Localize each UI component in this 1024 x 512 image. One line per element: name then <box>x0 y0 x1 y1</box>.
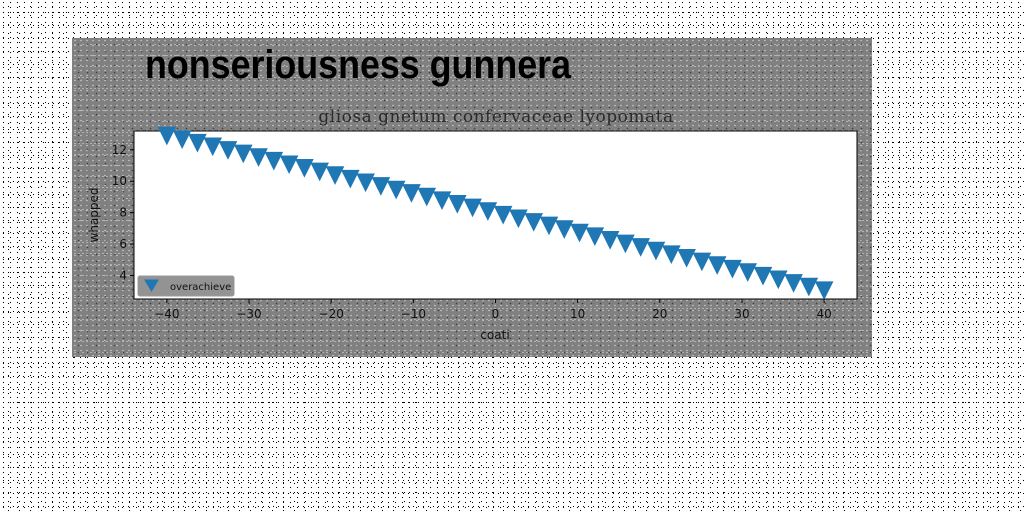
data-point <box>662 245 681 265</box>
y-axis-ticks: 4 6 8 10 12 <box>112 143 134 282</box>
x-tick-label: 20 <box>652 307 667 321</box>
x-tick-label: −10 <box>401 307 426 321</box>
y-tick-label: 12 <box>112 143 127 157</box>
data-point <box>371 177 391 196</box>
data-point <box>478 202 498 221</box>
x-tick-label: 30 <box>734 307 749 321</box>
data-point <box>646 241 666 261</box>
chart-svg: nonseriousness gunnera gliosa gnetum con… <box>87 43 858 342</box>
data-point <box>188 133 207 153</box>
data-point <box>799 277 819 297</box>
data-point <box>325 166 345 185</box>
y-tick-label: 10 <box>112 174 127 188</box>
data-point <box>753 266 773 286</box>
data-point <box>172 130 192 149</box>
x-tick-label: 0 <box>492 307 500 321</box>
data-point <box>707 256 727 275</box>
data-point <box>386 180 406 200</box>
data-point <box>203 137 223 157</box>
x-tick-label: −40 <box>154 307 179 321</box>
data-point <box>738 263 758 282</box>
data-point <box>264 151 284 171</box>
x-tick-label: 40 <box>816 307 831 321</box>
legend-label: overachieve <box>170 282 231 293</box>
data-point <box>600 230 620 250</box>
y-tick-label: 4 <box>119 268 127 282</box>
data-point <box>539 216 559 236</box>
data-point <box>677 249 696 268</box>
figure: nonseriousness gunnera gliosa gnetum con… <box>72 38 872 357</box>
data-point <box>356 173 375 193</box>
data-point <box>447 195 467 214</box>
data-point <box>157 126 177 146</box>
data-point <box>295 159 314 178</box>
y-axis-label: whapped <box>87 187 101 242</box>
legend-box <box>137 275 235 297</box>
data-point <box>402 184 421 203</box>
data-point <box>341 169 360 189</box>
data-point <box>249 148 268 167</box>
data-point <box>631 238 650 257</box>
data-point <box>417 187 437 207</box>
data-point <box>554 220 574 239</box>
data-point <box>570 223 589 243</box>
data-point <box>432 191 452 211</box>
x-axis-ticks: −40 −30 −20 −10 0 10 20 30 40 <box>154 299 832 321</box>
data-point <box>524 213 544 232</box>
x-tick-label: 10 <box>570 307 585 321</box>
data-point <box>233 144 253 164</box>
data-point <box>310 162 329 182</box>
data-point <box>692 252 712 272</box>
plot-area <box>133 130 858 300</box>
legend: overachieve <box>137 275 235 297</box>
data-point <box>784 274 803 293</box>
data-point <box>509 209 528 229</box>
series-markers <box>157 126 834 300</box>
chart-suptitle: nonseriousness gunnera <box>145 43 572 87</box>
data-point <box>616 234 635 254</box>
data-point <box>279 155 299 175</box>
data-point <box>768 270 788 290</box>
y-tick-label: 8 <box>119 206 127 220</box>
data-point <box>814 281 834 300</box>
data-point <box>493 205 513 225</box>
data-point <box>218 141 238 160</box>
data-point <box>585 227 605 246</box>
data-point <box>463 198 482 218</box>
legend-marker <box>144 279 159 292</box>
data-point <box>723 259 742 279</box>
x-tick-label: −20 <box>319 307 344 321</box>
chart-title: gliosa gnetum confervaceae lyopomata <box>318 107 673 127</box>
x-tick-label: −30 <box>236 307 261 321</box>
y-tick-label: 6 <box>119 237 127 251</box>
x-axis-label: coati <box>480 328 509 342</box>
